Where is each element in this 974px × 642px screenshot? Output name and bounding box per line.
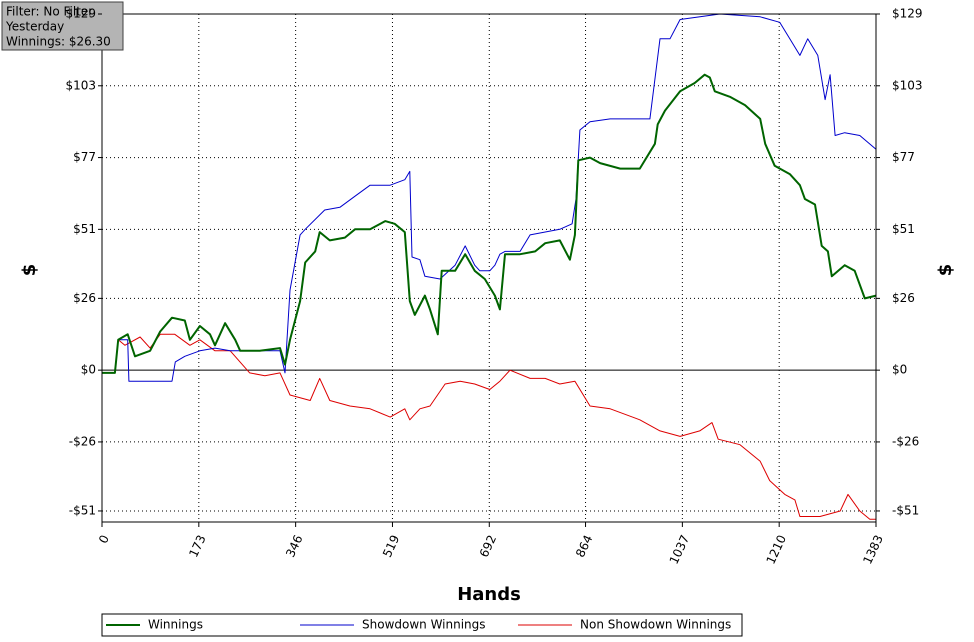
y2-tick-label: $103 [892,78,923,92]
y-tick-label: $77 [73,150,96,164]
y-tick-label: $0 [81,363,96,377]
y-tick-label: $103 [65,78,96,92]
plot-area [101,13,877,522]
y2-tick-label: -$26 [892,434,919,448]
annotation: Filter: No Filter [6,5,93,19]
legend-label: Showdown Winnings [362,618,486,632]
y-axis-title: $ [19,264,40,277]
series-line [102,73,877,374]
y-tick-label: -$51 [69,503,96,517]
y2-axis-title: $ [935,264,956,277]
annotation-box [1,1,124,51]
legend [101,613,743,637]
legend-label: Non Showdown Winnings [580,618,731,632]
series-line [102,13,877,382]
y-tick-label: -$26 [69,434,96,448]
legend-label: Winnings [148,618,203,632]
y-tick-label: $129 [65,7,96,21]
annotation: Yesterday [5,20,64,34]
annotation: Winnings: $26.30 [6,35,111,49]
y2-tick-label: $51 [892,222,915,236]
y-tick-label: $26 [73,291,96,305]
y2-tick-label: -$51 [892,503,919,517]
y2-tick-label: $26 [892,291,915,305]
y-tick-label: $51 [73,222,96,236]
series-line [102,333,876,520]
y2-tick-label: $77 [892,150,915,164]
x-axis-title: Hands [457,584,521,605]
y2-tick-label: $129 [892,7,923,21]
y2-tick-label: $0 [892,363,907,377]
